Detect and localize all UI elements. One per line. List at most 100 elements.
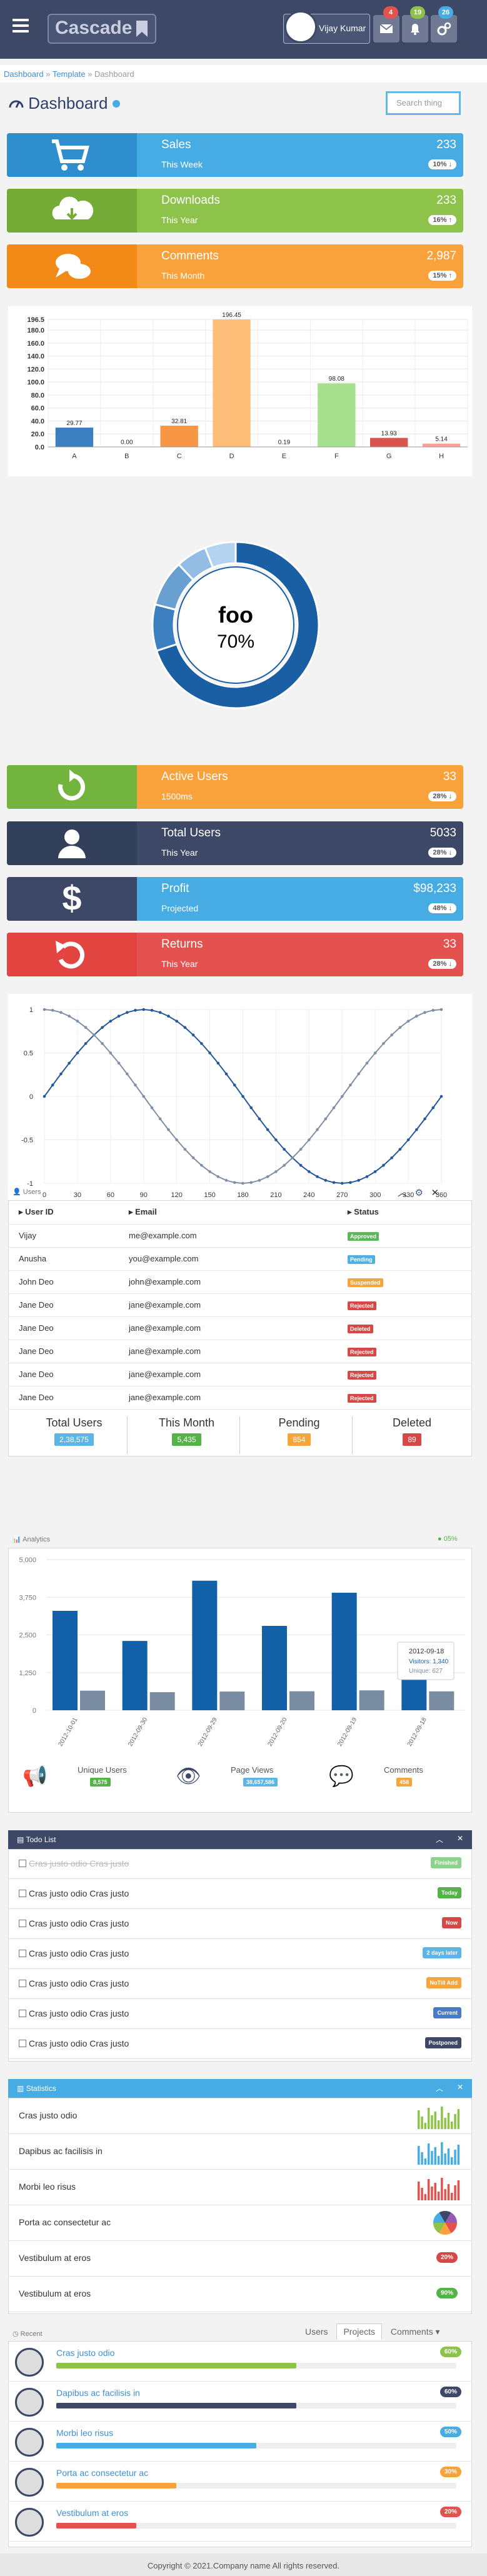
panel-controls: ︿ ⚙ ✕: [398, 1186, 439, 1199]
table-row[interactable]: John Deo john@example.com Suspended: [9, 1270, 471, 1294]
todo-item[interactable]: Cras justo odio Cras justo Now: [9, 1910, 471, 1939]
sparkline-bars: [418, 2107, 460, 2129]
clock-icon: ◷: [13, 2330, 19, 2338]
chevron-up-icon[interactable]: ︿: [435, 2084, 443, 2093]
stat-card[interactable]: Active Users 1500ms 33 28% ↓: [7, 765, 463, 809]
user-icon: 👤: [13, 1188, 21, 1196]
mail-button[interactable]: [373, 15, 399, 43]
notifications-button[interactable]: [402, 15, 428, 43]
column-header-email[interactable]: ▸ Email: [119, 1201, 338, 1225]
todo-item[interactable]: Cras justo odio Cras justo NoTill Add: [9, 1970, 471, 1999]
todo-checkbox[interactable]: [19, 1860, 26, 1867]
statistic-item[interactable]: Vestibulum at eros 90%: [9, 2277, 471, 2312]
todo-checkbox[interactable]: [19, 2040, 26, 2047]
data-point: [101, 1026, 104, 1030]
recent-item[interactable]: Vestibulum at eros 20%: [9, 2502, 471, 2542]
stat-card[interactable]: Comments This Month 2,987 15% ↑: [7, 244, 463, 288]
recent-item[interactable]: Cras justo odio 60%: [9, 2342, 471, 2382]
stat-card[interactable]: Sales This Week 233 10% ↓: [7, 133, 463, 177]
x-tick-label: H: [439, 453, 444, 460]
recent-item-text: Dapibus ac facilisis in: [56, 2388, 140, 2398]
bar: [149, 1692, 175, 1710]
todo-checkbox[interactable]: [19, 2010, 26, 2017]
breadcrumb-link[interactable]: Template: [52, 69, 86, 79]
avatar: [15, 2348, 44, 2377]
todo-item[interactable]: Cras justo odio Cras justo 2 days later: [9, 1940, 471, 1969]
comment-icon: 💬: [329, 1765, 354, 1787]
tab-comments[interactable]: Comments ▾: [390, 2327, 440, 2337]
status-cell: Approved: [338, 1224, 471, 1248]
y-tick-label: 180.0: [27, 327, 44, 334]
statistic-item[interactable]: Cras justo odio: [9, 2098, 471, 2134]
avatar: [15, 2428, 44, 2457]
recent-item-text: Porta ac consectetur ac: [56, 2468, 149, 2478]
data-point: [216, 1175, 220, 1178]
analytics-bar-chart: 5,000 3,750 2,500 1,250 0 2012-10-01 2012-09-3…: [19, 1556, 465, 1748]
table-row[interactable]: Vijay me@example.com Approved: [9, 1224, 471, 1248]
data-point: [84, 1042, 88, 1045]
table-row[interactable]: Jane Deo jane@example.com Rejected: [9, 1363, 471, 1386]
statistic-item[interactable]: Porta ac consectetur ac: [9, 2205, 471, 2241]
todo-item[interactable]: Cras justo odio Cras justo Today: [9, 1880, 471, 1909]
progress-track: [56, 2523, 456, 2528]
line-chart-panel: 1 0.5 0 -0.5 -1 0 30 60 90 120 150 180 210 240 270 300 3…: [8, 994, 472, 1200]
stat-card[interactable]: Total Users This Year 5033 28% ↓: [7, 821, 463, 865]
todo-checkbox[interactable]: [19, 1890, 26, 1897]
data-point: [357, 1178, 361, 1182]
recent-item[interactable]: Dapibus ac facilisis in 60%: [9, 2382, 471, 2422]
donut-chart-panel: foo 70%: [8, 513, 472, 738]
table-row[interactable]: Jane Deo jane@example.com Rejected: [9, 1293, 471, 1317]
recent-item-percent: 60%: [439, 2387, 461, 2397]
todo-item[interactable]: Cras justo odio Cras justo Postponed: [9, 2030, 471, 2059]
info-icon[interactable]: [112, 100, 120, 108]
email-cell: jane@example.com: [119, 1293, 338, 1317]
data-point: [224, 1072, 228, 1076]
table-row[interactable]: Jane Deo jane@example.com Rejected: [9, 1386, 471, 1410]
sparkline-bars: [418, 2178, 460, 2200]
todo-item[interactable]: Cras justo odio Cras justo Finished: [9, 1850, 471, 1879]
data-point: [415, 1128, 418, 1131]
stat-card[interactable]: Returns This Year 33 28% ↓: [7, 933, 463, 976]
tasks-button[interactable]: [431, 15, 457, 43]
chevron-up-icon[interactable]: ︿: [398, 1188, 408, 1198]
data-point: [51, 1008, 54, 1012]
user-summary-stat: This Month 5,435: [134, 1416, 240, 1454]
todo-item[interactable]: Cras justo odio Cras justo Current: [9, 2000, 471, 2029]
statistic-item[interactable]: Morbi leo risus: [9, 2170, 471, 2205]
statistic-item[interactable]: Dapibus ac facilisis in: [9, 2134, 471, 2170]
todo-checkbox[interactable]: [19, 1980, 26, 1987]
x-tick-label: 360: [436, 1191, 447, 1199]
avatar[interactable]: [284, 11, 317, 43]
todo-checkbox[interactable]: [19, 1950, 26, 1957]
close-icon[interactable]: ✕: [456, 1834, 463, 1843]
user-summary-stat: Total Users 2,38,575: [21, 1416, 128, 1454]
chevron-up-icon[interactable]: ︿: [435, 1835, 443, 1844]
todo-checkbox[interactable]: [19, 1920, 26, 1927]
todo-text: Cras justo odio Cras justo: [29, 1918, 129, 1928]
column-header-status[interactable]: ▸ Status: [338, 1201, 471, 1225]
recent-item[interactable]: Porta ac consectetur ac 30%: [9, 2462, 471, 2502]
breadcrumb-link[interactable]: Dashboard: [4, 69, 44, 79]
close-icon[interactable]: ✕: [456, 2083, 463, 2092]
tab-users[interactable]: Users: [305, 2327, 328, 2337]
statistic-text: Porta ac consectetur ac: [19, 2217, 111, 2227]
column-header-user-id[interactable]: ▸ User ID: [9, 1201, 119, 1225]
menu-icon[interactable]: [13, 19, 29, 33]
table-row[interactable]: Jane Deo jane@example.com Deleted: [9, 1316, 471, 1340]
data-point: [349, 1083, 352, 1087]
stat-card[interactable]: $ Profit Projected $98,233 48% ↓: [7, 877, 463, 921]
data-point: [241, 1095, 244, 1098]
search-input[interactable]: Search thing: [386, 91, 461, 115]
bar-value-label: 196.45: [222, 312, 241, 319]
close-icon[interactable]: ✕: [431, 1188, 439, 1198]
statistic-item[interactable]: Vestibulum at eros 20%: [9, 2241, 471, 2277]
recent-item[interactable]: Morbi leo risus 50%: [9, 2422, 471, 2462]
table-row[interactable]: Anusha you@example.com Pending: [9, 1247, 471, 1271]
gear-icon[interactable]: ⚙: [414, 1188, 423, 1198]
user-id-cell: Vijay: [9, 1224, 119, 1248]
tab-projects[interactable]: Projects: [336, 2323, 383, 2340]
table-row[interactable]: Jane Deo jane@example.com Rejected: [9, 1340, 471, 1363]
stat-card[interactable]: Downloads This Year 233 16% ↑: [7, 189, 463, 233]
logo[interactable]: Cascade: [48, 14, 156, 44]
bar: [53, 1610, 78, 1710]
